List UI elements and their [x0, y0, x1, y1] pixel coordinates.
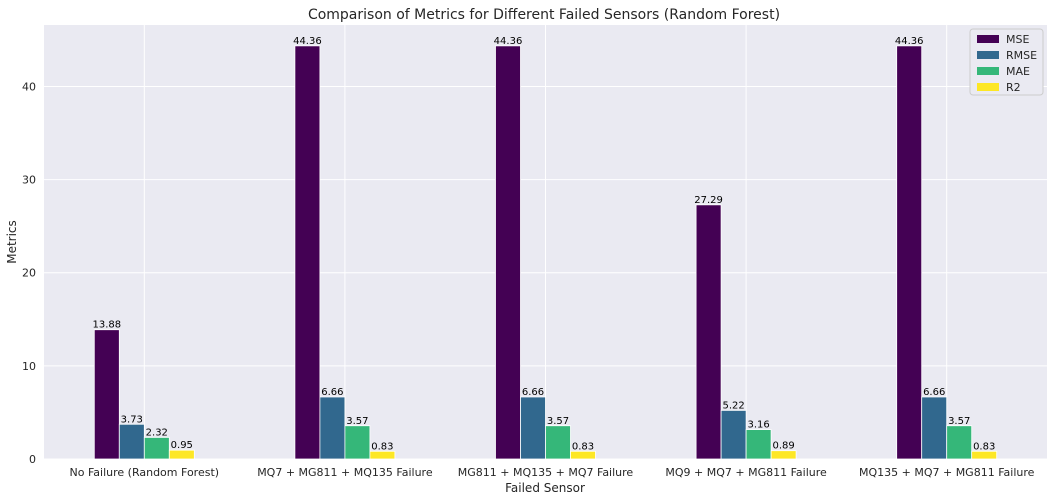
y-tick-label: 30 [22, 174, 36, 187]
y-tick-label: 10 [22, 360, 36, 373]
bar-r2 [770, 450, 797, 460]
y-axis-ticks: 0 10 20 30 40 [22, 80, 36, 466]
data-label: 6.66 [923, 387, 945, 398]
bar-mae [745, 429, 772, 460]
bar-r2 [168, 449, 195, 460]
chart-title: Comparison of Metrics for Different Fail… [308, 7, 780, 23]
bar-mae [143, 436, 170, 460]
bar-rmse [319, 396, 346, 460]
y-tick-label: 0 [29, 453, 36, 466]
legend-label: MSE [1006, 33, 1029, 46]
bar-mse [495, 45, 521, 460]
data-label: 0.83 [371, 441, 393, 452]
data-label: 44.36 [293, 36, 322, 47]
bar-r2 [570, 450, 596, 460]
legend-swatch [977, 51, 999, 59]
grid-lines [44, 25, 1047, 460]
data-label: 3.73 [121, 414, 143, 425]
bar-mae [946, 425, 973, 460]
data-label: 0.83 [973, 441, 995, 452]
data-label: 44.36 [494, 36, 523, 47]
x-tick-label: No Failure (Random Forest) [70, 466, 220, 479]
data-label: 6.66 [321, 387, 343, 398]
data-label: 44.36 [895, 36, 924, 47]
bar-rmse [720, 409, 747, 460]
bar-mae [545, 425, 571, 460]
legend-swatch [977, 67, 999, 75]
bars [93, 45, 998, 460]
bar-mse [695, 204, 722, 460]
legend-label: MAE [1006, 65, 1030, 78]
bar-rmse [921, 396, 948, 460]
bar-mse [896, 45, 923, 460]
x-tick-label: MQ9 + MQ7 + MG811 Failure [665, 466, 827, 479]
data-label: 27.29 [694, 195, 723, 206]
bar-mae [344, 425, 371, 460]
data-label: 0.89 [772, 441, 794, 452]
data-label: 3.57 [948, 416, 970, 427]
data-label: 0.83 [572, 441, 594, 452]
legend-swatch [977, 83, 999, 91]
data-label: 5.22 [722, 400, 744, 411]
y-tick-label: 40 [22, 80, 36, 93]
bar-mse [294, 45, 321, 460]
data-label: 3.57 [547, 416, 569, 427]
x-tick-label: MQ7 + MG811 + MQ135 Failure [257, 466, 433, 479]
legend-swatch [977, 35, 999, 43]
data-label: 0.95 [171, 440, 193, 451]
y-axis-label: Metrics [5, 220, 19, 264]
legend: MSE RMSE MAE R2 [969, 28, 1044, 96]
legend-box [969, 28, 1044, 96]
bar-r2 [369, 450, 396, 460]
legend-label: R2 [1006, 81, 1021, 94]
data-label: 3.57 [346, 416, 368, 427]
bar-rmse [520, 396, 546, 460]
data-label: 2.32 [146, 427, 168, 438]
bar-r2 [971, 450, 998, 460]
data-label: 13.88 [92, 320, 121, 331]
y-tick-label: 20 [22, 267, 36, 280]
bar-rmse [118, 423, 145, 460]
x-tick-label: MQ135 + MQ7 + MG811 Failure [859, 466, 1035, 479]
x-tick-label: MG811 + MQ135 + MQ7 Failure [458, 466, 634, 479]
bar-mse [93, 329, 120, 460]
data-label: 3.16 [747, 420, 769, 431]
data-label: 6.66 [522, 387, 544, 398]
legend-label: RMSE [1006, 49, 1037, 62]
data-labels: 13.88 44.36 44.36 27.29 44.36 3.73 6.66 6.66 5.2… [92, 36, 995, 452]
x-axis-label: Failed Sensor [505, 481, 585, 495]
x-axis-ticks: No Failure (Random Forest) MQ7 + MG811 + … [70, 466, 1035, 479]
